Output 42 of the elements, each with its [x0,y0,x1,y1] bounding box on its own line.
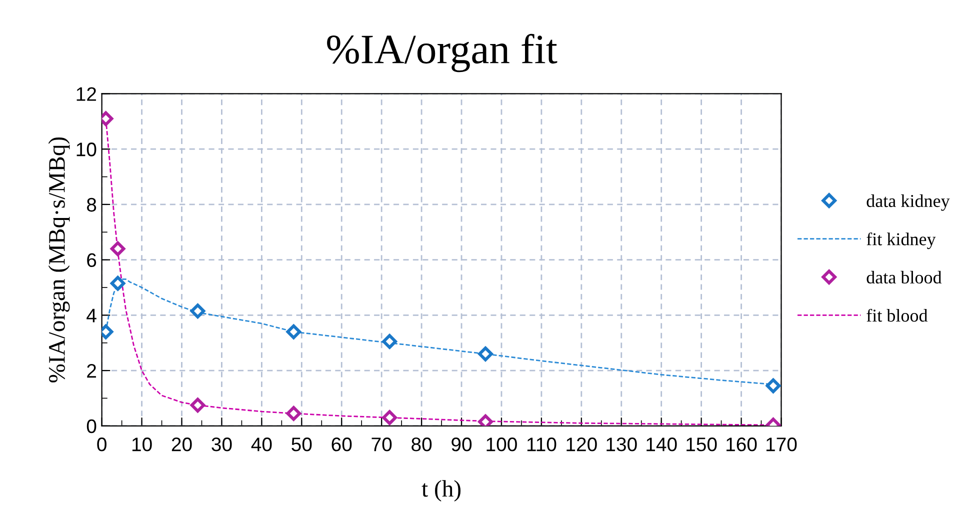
x-tick-label: 120 [566,438,597,452]
point [382,334,397,349]
y-tick-label: 2 [87,364,96,378]
x-tick-label: 130 [606,438,637,452]
point [286,406,302,421]
x-tick-label: 30 [212,438,232,452]
chart-title: %IA/organ fit [327,34,558,72]
legend-label: data blood [866,270,942,284]
x-tick-label: 150 [686,438,717,452]
point [766,378,781,394]
point [190,398,206,413]
x-tick-label: 20 [172,438,192,452]
x-tick-label: 0 [97,438,106,452]
x-tick-label: 110 [527,438,556,452]
x-tick-label: 50 [292,438,312,452]
legend-label: fit kidney [866,232,936,250]
x-tick-label: 100 [486,438,517,452]
x-tick-label: 80 [412,438,432,452]
y-tick-label: 12 [76,87,96,101]
x-tick-label: 40 [251,438,272,452]
x-tick-label: 170 [766,438,797,452]
point [110,241,126,256]
x-axis-title: t (h) [422,480,460,502]
x-tick-label: 60 [332,438,352,452]
y-tick-label: 10 [76,142,96,156]
point [286,324,302,340]
x-tick-label: 10 [132,438,152,452]
x-tick-label: 160 [726,438,757,452]
y-tick-label: 0 [86,419,96,434]
point [478,346,493,362]
y-axis-title: %IA/organ (MBq·s/MBq) [48,137,70,382]
x-tick-label: 140 [646,438,677,452]
x-tick-label: 90 [452,438,472,452]
x-tick-label: 70 [372,438,392,452]
point [110,276,126,291]
y-tick-label: 6 [87,253,96,268]
y-tick-label: 4 [86,308,96,322]
point [382,410,397,426]
y-tick-label: 8 [86,198,96,212]
legend-label: fit blood [866,308,928,322]
point [190,304,206,318]
legend-label: data kidney [866,194,950,211]
